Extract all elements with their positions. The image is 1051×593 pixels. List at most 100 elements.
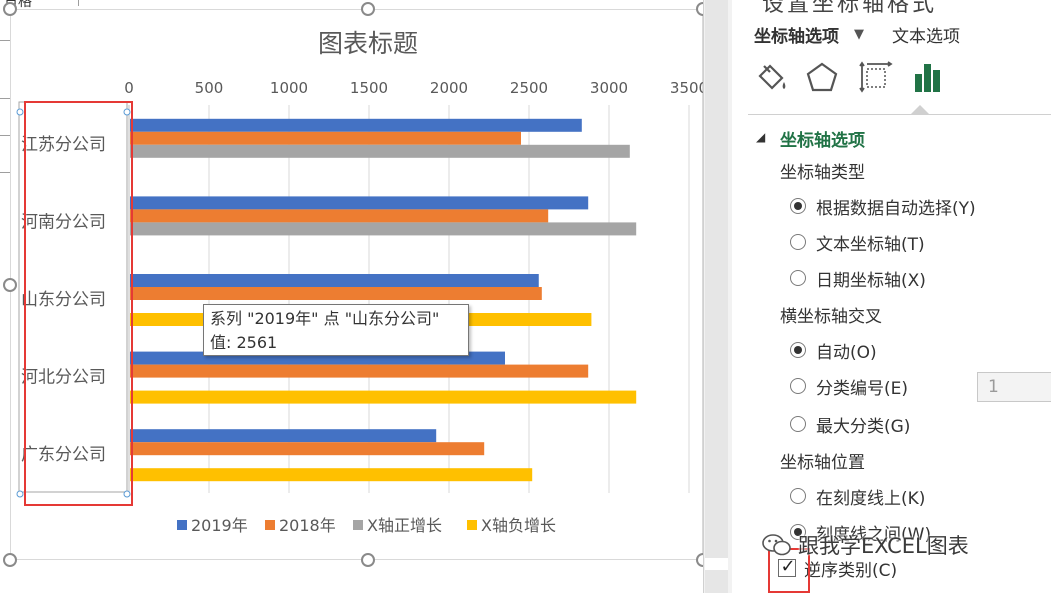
radio-button[interactable] (790, 270, 806, 286)
option-label: 文本坐标轴(T) (816, 234, 925, 255)
cell-border (78, 0, 79, 6)
category-label[interactable]: 江苏分公司 (21, 135, 106, 155)
option-label: 刻度线之间(W) (816, 524, 932, 545)
resize-handle[interactable] (3, 553, 17, 567)
radio-cross-auto[interactable]: 自动(O) (790, 338, 877, 363)
legend-swatch[interactable] (353, 520, 363, 530)
radio-button[interactable] (790, 378, 806, 394)
resize-handle[interactable] (361, 2, 375, 16)
radio-cross-max-category[interactable]: 最大分类(G) (790, 412, 910, 437)
selection-handle[interactable] (123, 490, 131, 498)
legend-label[interactable]: 2019年 (191, 516, 248, 535)
bar[interactable] (130, 118, 582, 132)
legend-swatch[interactable] (467, 520, 477, 530)
bar[interactable] (130, 196, 589, 210)
legend-swatch[interactable] (265, 520, 275, 530)
wechat-icon (762, 534, 791, 556)
cross-label: 横坐标轴交叉 (780, 307, 882, 327)
radio-button[interactable] (790, 198, 806, 214)
option-label: 分类编号(E) (816, 378, 909, 399)
pentagon-icon[interactable] (804, 60, 840, 94)
panel-title: 设置坐标轴格式 (762, 0, 938, 17)
option-label: 逆序类别(C) (804, 560, 898, 581)
chart-area[interactable]: 图表标题 0 500 1000 1500 2000 2500 3000 3500 江苏分公司河… (3, 2, 710, 567)
selection-handle[interactable] (16, 108, 24, 116)
x-tick-label: 2500 (510, 79, 548, 97)
chart-title[interactable]: 图表标题 (318, 29, 418, 58)
tab-axis-options[interactable]: 坐标轴选项 (754, 27, 839, 47)
bar[interactable] (130, 287, 542, 300)
x-tick-label: 3500 (670, 79, 704, 97)
bar[interactable] (130, 131, 521, 145)
radio-axis-text[interactable]: 文本坐标轴(T) (790, 230, 925, 255)
legend[interactable]: 2019年 2018年 X轴正增长 X轴负增长 (177, 516, 556, 535)
radio-button[interactable] (790, 342, 806, 358)
resize-handle[interactable] (3, 2, 17, 16)
radio-axis-auto[interactable]: 根据数据自动选择(Y) (790, 194, 976, 219)
collapse-triangle-icon[interactable]: ◢ (756, 130, 766, 144)
tab-text-options[interactable]: 文本选项 (892, 27, 960, 47)
cell-text: 日格 (4, 0, 32, 10)
selected-tab-indicator (910, 105, 930, 115)
divider (748, 114, 1051, 115)
x-tick-label: 1500 (350, 79, 388, 97)
selection-handle[interactable] (16, 490, 24, 498)
bars[interactable] (130, 118, 637, 482)
format-axis-panel: 设置坐标轴格式 坐标轴选项 ▼ 文本选项 ◢ 坐标轴选项 坐标轴类型 根据数据自… (732, 0, 1051, 593)
bar[interactable] (130, 390, 637, 404)
bar[interactable] (130, 209, 549, 223)
row-divider (0, 135, 10, 136)
fill-bucket-icon[interactable] (754, 60, 790, 94)
bar[interactable] (130, 429, 437, 443)
x-tick-label: 3000 (590, 79, 628, 97)
option-label: 根据数据自动选择(Y) (816, 198, 976, 219)
row-divider (0, 172, 10, 173)
radio-on-tick-marks[interactable]: 在刻度线上(K) (790, 484, 926, 509)
tooltip-series-line: 系列 "2019年" 点 "山东分公司" (210, 309, 440, 328)
category-label[interactable]: 河南分公司 (21, 212, 106, 232)
option-label: 日期坐标轴(X) (816, 270, 926, 291)
option-label: 在刻度线上(K) (816, 488, 926, 509)
radio-button[interactable] (790, 524, 806, 540)
resize-handle[interactable] (361, 553, 375, 567)
category-label[interactable]: 河北分公司 (21, 368, 106, 388)
legend-swatch[interactable] (177, 520, 187, 530)
selection-handle[interactable] (123, 108, 131, 116)
radio-axis-date[interactable]: 日期坐标轴(X) (790, 266, 926, 291)
bar-chart-icon[interactable] (910, 60, 946, 94)
row-divider (0, 98, 10, 99)
radio-button[interactable] (790, 416, 806, 432)
option-label: 自动(O) (816, 342, 877, 363)
legend-label[interactable]: X轴负增长 (481, 516, 556, 535)
legend-label[interactable]: 2018年 (279, 516, 336, 535)
category-label[interactable]: 山东分公司 (21, 290, 106, 310)
x-axis-ticks[interactable]: 0 500 1000 1500 2000 2500 3000 3500 (124, 79, 704, 97)
x-tick-label: 0 (124, 79, 134, 97)
bar[interactable] (130, 274, 539, 287)
radio-cross-category-number[interactable]: 分类编号(E) (790, 374, 909, 399)
legend-label[interactable]: X轴正增长 (367, 516, 442, 535)
reverse-categories-checkbox-row[interactable]: ✓ 逆序类别(C) (778, 555, 897, 581)
bar[interactable] (130, 144, 630, 158)
category-number-input[interactable]: 1 (977, 372, 1051, 402)
chevron-down-icon[interactable]: ▼ (854, 27, 864, 42)
radio-button[interactable] (790, 488, 806, 504)
tooltip-value-line: 值: 2561 (210, 333, 278, 352)
axis-position-label: 坐标轴位置 (780, 453, 865, 473)
reverse-categories-checkbox[interactable]: ✓ (778, 556, 796, 577)
section-axis-options[interactable]: 坐标轴选项 (780, 131, 865, 151)
bar[interactable] (130, 468, 533, 482)
bar[interactable] (130, 222, 637, 236)
x-tick-label: 500 (195, 79, 224, 97)
radio-button[interactable] (790, 234, 806, 250)
radio-between-tick-marks[interactable]: 刻度线之间(W) (790, 520, 932, 545)
resize-handle[interactable] (3, 278, 17, 292)
bar-chart[interactable]: 图表标题 0 500 1000 1500 2000 2500 3000 3500 江苏分公司河… (11, 10, 704, 561)
category-label[interactable]: 广东分公司 (21, 445, 106, 465)
vertical-scrollbar[interactable] (705, 0, 728, 593)
x-tick-label: 1000 (270, 79, 308, 97)
bar[interactable] (130, 364, 589, 378)
bar[interactable] (130, 442, 485, 456)
size-properties-icon[interactable] (858, 60, 894, 94)
